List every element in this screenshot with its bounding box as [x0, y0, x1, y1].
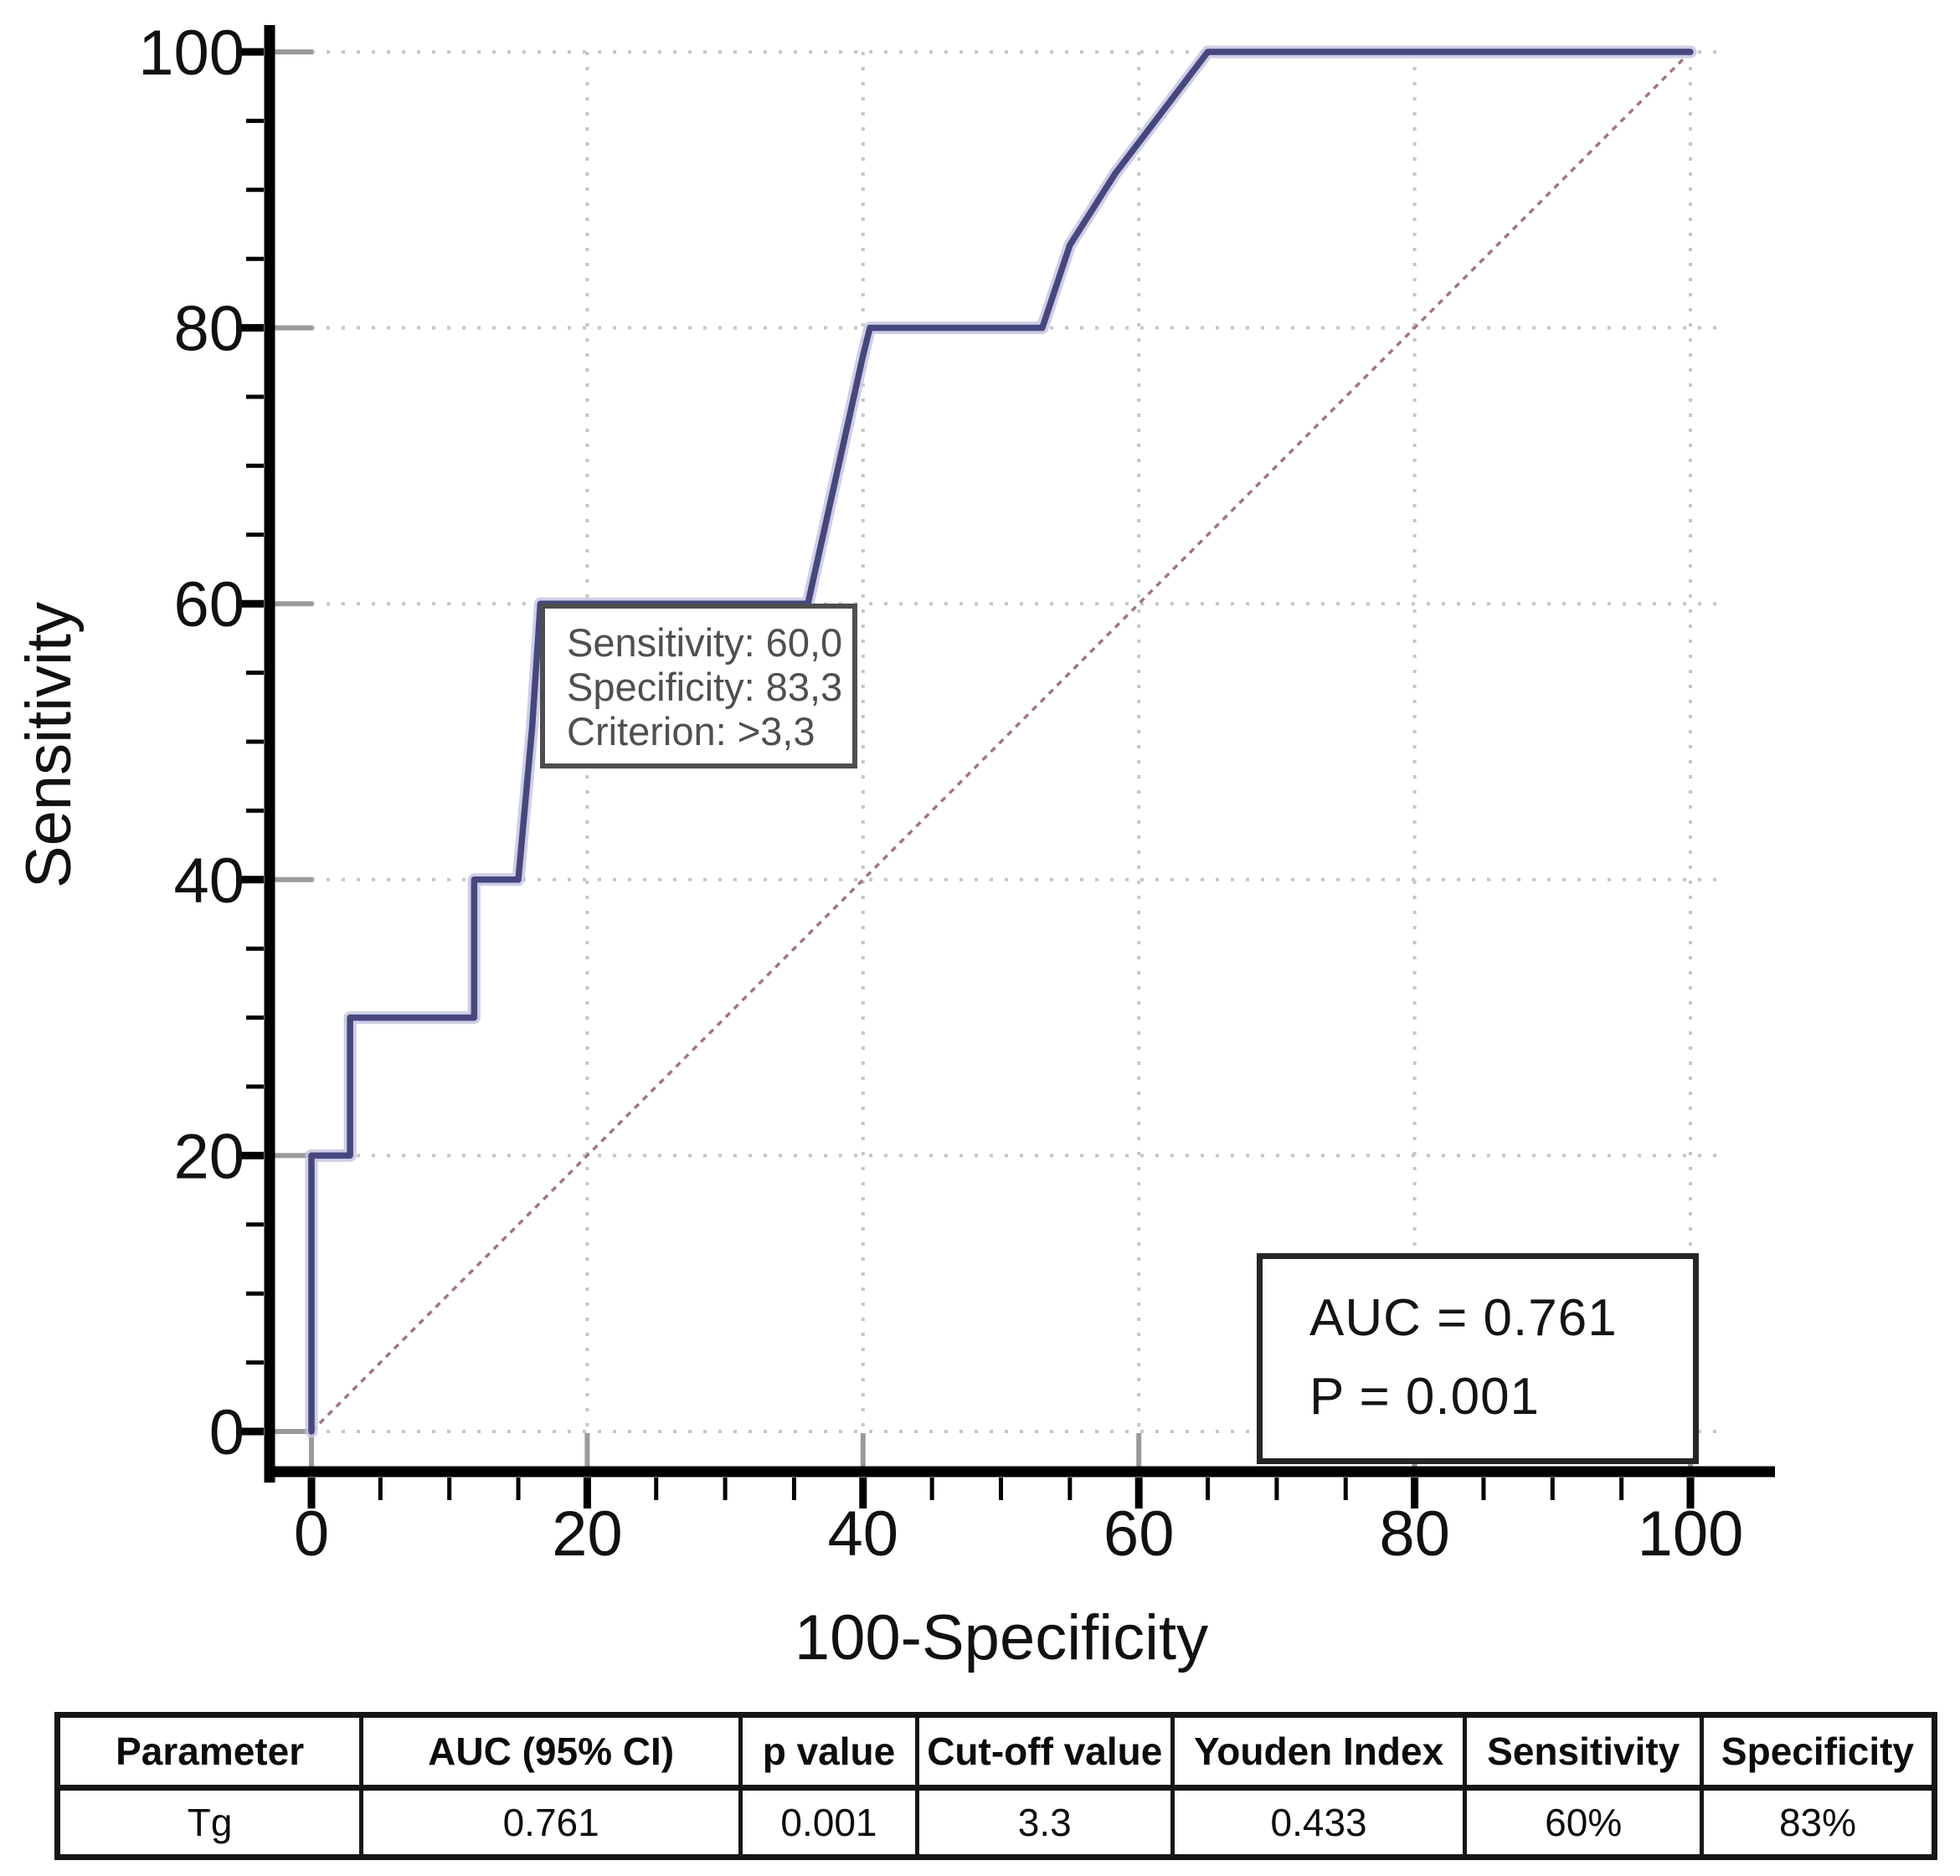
y-tick-label: 100 — [138, 18, 244, 89]
annotation-criterion: Criterion: >3,3 — [567, 709, 815, 753]
y-tick-label: 60 — [173, 569, 244, 640]
annotation-specificity: Specificity: 83,3 — [567, 665, 843, 709]
x-axis-title: 100-Specificity — [795, 1602, 1208, 1673]
criterion-annotation-box: Sensitivity: 60,0 Specificity: 83,3 Crit… — [540, 604, 857, 768]
results-table-header: Parameter AUC (95% CI) p value Cut-off valu… — [54, 1713, 1937, 1791]
table-row: Tg 0.761 0.001 3.3 0.433 60% 83% — [54, 1786, 1937, 1859]
header-cell: Specificity — [1699, 1713, 1937, 1791]
p-value-line: P = 0.001 — [1309, 1368, 1541, 1426]
data-cell: 0.761 — [359, 1786, 743, 1859]
x-tick-label: 20 — [552, 1498, 623, 1570]
x-tick-label: 100 — [1638, 1498, 1744, 1570]
header-cell: AUC (95% CI) — [359, 1713, 743, 1791]
y-axis-title: Sensitivity — [13, 602, 85, 888]
x-tick-label: 80 — [1379, 1498, 1450, 1570]
y-tick-label: 40 — [173, 845, 244, 917]
x-tick-label: 0 — [294, 1498, 329, 1570]
auc-value-line: AUC = 0.761 — [1309, 1289, 1618, 1347]
data-cell: 60% — [1463, 1786, 1704, 1859]
x-tick-label: 60 — [1103, 1498, 1175, 1570]
y-tick-label: 0 — [209, 1397, 244, 1468]
reference-diagonal-line — [310, 50, 1692, 1433]
data-cell: Tg — [54, 1786, 364, 1859]
auc-summary-box: AUC = 0.761 P = 0.001 — [1257, 1253, 1699, 1464]
annotation-sensitivity: Sensitivity: 60,0 — [567, 620, 843, 665]
header-cell: Sensitivity — [1463, 1713, 1704, 1791]
y-tick-label: 20 — [173, 1121, 244, 1192]
data-cell: 0.433 — [1170, 1786, 1468, 1859]
results-table: Parameter AUC (95% CI) p value Cut-off valu… — [54, 1712, 1937, 1860]
header-cell: Parameter — [54, 1713, 364, 1791]
header-cell: p value — [738, 1713, 919, 1791]
data-cell: 3.3 — [914, 1786, 1175, 1859]
data-cell: 0.001 — [738, 1786, 919, 1859]
y-tick-label: 80 — [173, 294, 244, 365]
results-table-body: Tg 0.761 0.001 3.3 0.433 60% 83% — [54, 1786, 1937, 1859]
x-tick-label: 40 — [828, 1498, 899, 1570]
data-cell: 83% — [1699, 1786, 1937, 1859]
header-cell: Youden Index — [1170, 1713, 1468, 1791]
table-header-row: Parameter AUC (95% CI) p value Cut-off valu… — [54, 1713, 1937, 1791]
roc-plot: 0 20 40 60 80 100 0 20 40 60 80 100 Sensitivity 100-S… — [13, 18, 1775, 1673]
header-cell: Cut-off value — [914, 1713, 1175, 1791]
